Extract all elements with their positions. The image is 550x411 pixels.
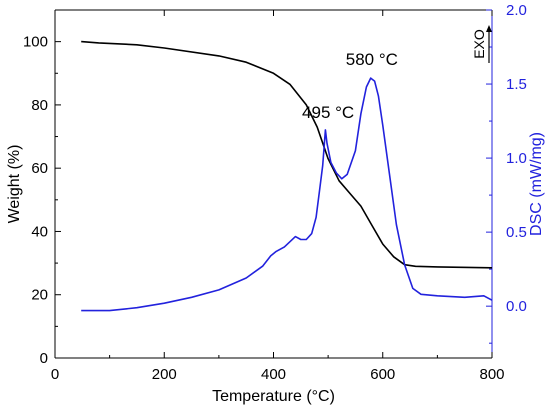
x-tick-label: 800 — [479, 366, 504, 383]
x-tick-label: 400 — [261, 366, 286, 383]
dsc-curve — [81, 77, 493, 312]
x-axis-title: Temperature (°C) — [212, 388, 335, 405]
y-right-tick-label: 1.0 — [506, 150, 527, 167]
series — [81, 40, 493, 312]
y-right-axis-title: DSC (mW/mg) — [528, 132, 545, 236]
y-left-tick-label: 0 — [40, 350, 48, 367]
y-right-tick-label: 0.0 — [506, 298, 527, 315]
y-right-tick-label: 0.5 — [506, 224, 527, 241]
peak-annotation: 580 °C — [346, 50, 398, 69]
y-left-tick-label: 80 — [31, 97, 48, 114]
labels: Temperature (°C) Weight (%) DSC (mW/mg) 580… — [6, 25, 545, 405]
exo-arrow-head — [486, 25, 492, 32]
y-right-tick-label: 2.0 — [506, 2, 527, 19]
axes: 0 200 400 600 800 0 20 40 60 80 100 0.0 0.5 1.0 1.5 2.0 — [23, 2, 527, 383]
peak-annotation: 495 °C — [302, 103, 354, 122]
y-left-tick-label: 60 — [31, 160, 48, 177]
exo-indicator: EXO — [471, 25, 492, 63]
y-right-tick-label: 1.5 — [506, 76, 527, 93]
weight-tga-curve — [81, 40, 493, 269]
y-left-axis-title: Weight (%) — [6, 145, 23, 224]
x-tick-label: 600 — [370, 366, 395, 383]
y-left-tick-label: 100 — [23, 34, 48, 51]
y-left-tick-label: 20 — [31, 287, 48, 304]
x-tick-label: 200 — [152, 366, 177, 383]
x-tick-label: 0 — [51, 366, 59, 383]
exo-label: EXO — [471, 29, 487, 59]
y-left-tick-label: 40 — [31, 223, 48, 240]
